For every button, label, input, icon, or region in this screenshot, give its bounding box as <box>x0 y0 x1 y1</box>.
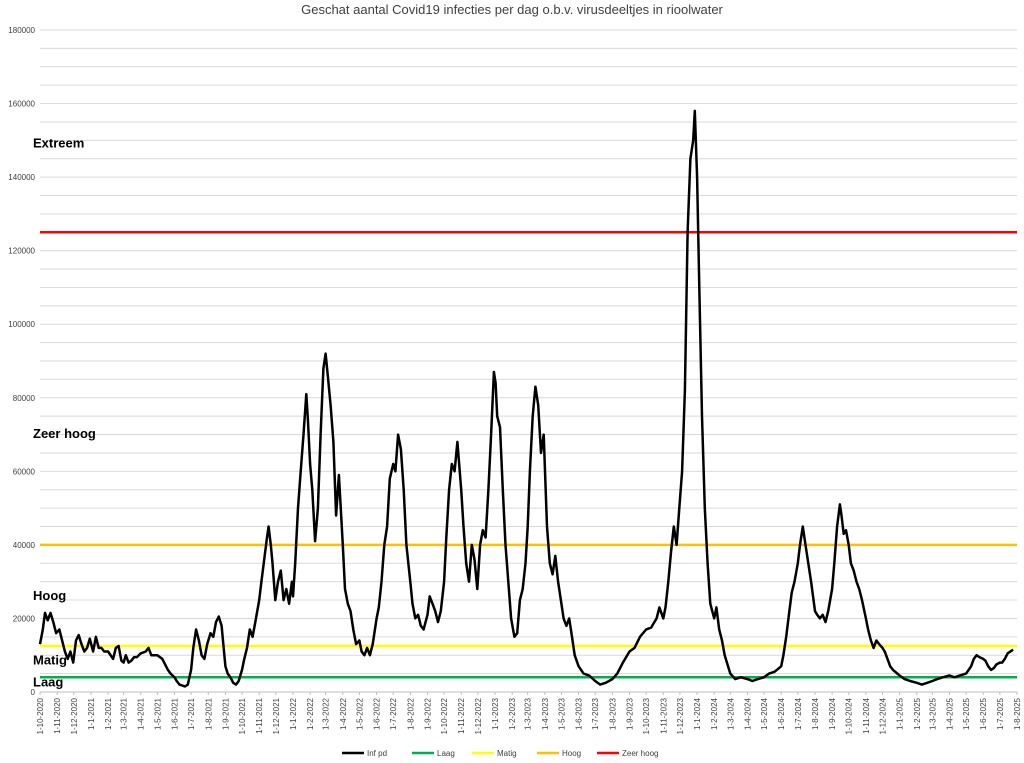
x-axis-ticks: 1-10-2020 1-11-2020 1-12-2020 1-1-2021 1-2-2… <box>36 692 1022 734</box>
x-tick-label: 1-11-2024 <box>862 697 871 733</box>
x-tick-label: 1-6-2024 <box>777 697 786 730</box>
x-tick-label: 1-11-2020 <box>53 697 62 733</box>
x-tick-label: 1-3-2023 <box>524 697 533 730</box>
band-label: Extreem <box>33 136 84 151</box>
y-tick-label: 20000 <box>13 614 36 623</box>
y-tick-label: 40000 <box>13 541 36 550</box>
x-tick-label: 1-12-2020 <box>70 697 79 734</box>
x-tick-label: 1-1-2025 <box>896 697 905 730</box>
x-tick-label: 1-6-2025 <box>979 697 988 730</box>
x-tick-label: 1-7-2022 <box>389 697 398 730</box>
x-tick-label: 1-9-2022 <box>423 697 432 730</box>
x-tick-label: 1-8-2025 <box>1013 697 1022 730</box>
chart-title: Geschat aantal Covid19 infecties per dag… <box>301 2 723 17</box>
x-tick-label: 1-4-2022 <box>339 697 348 730</box>
x-tick-label: 1-4-2023 <box>541 697 550 730</box>
x-tick-label: 1-6-2021 <box>171 697 180 730</box>
y-tick-label: 0 <box>31 688 36 697</box>
x-tick-label: 1-10-2020 <box>36 697 45 734</box>
x-tick-label: 1-5-2023 <box>557 697 566 730</box>
x-tick-label: 1-11-2022 <box>457 697 466 733</box>
legend-label: Inf pd <box>367 749 387 758</box>
band-label: Zeer hoog <box>33 426 96 441</box>
x-tick-label: 1-2-2022 <box>306 697 315 730</box>
x-tick-label: 1-1-2022 <box>289 697 298 730</box>
legend-label: Zeer hoog <box>622 749 658 758</box>
x-tick-label: 1-6-2022 <box>373 697 382 730</box>
x-tick-label: 1-7-2023 <box>591 697 600 730</box>
band-label: Hoog <box>33 588 66 603</box>
x-tick-label: 1-7-2025 <box>996 697 1005 730</box>
y-tick-label: 180000 <box>8 26 35 35</box>
x-tick-label: 1-5-2025 <box>962 697 971 730</box>
x-tick-label: 1-10-2021 <box>238 697 247 734</box>
x-tick-label: 1-8-2023 <box>608 697 617 730</box>
x-tick-label: 1-2-2025 <box>913 697 922 730</box>
x-tick-label: 1-11-2021 <box>255 697 264 733</box>
x-tick-label: 1-1-2023 <box>491 697 500 730</box>
legend-label: Laag <box>437 749 455 758</box>
y-tick-label: 160000 <box>8 100 35 109</box>
threshold-lines <box>40 231 1017 679</box>
x-tick-label: 1-1-2024 <box>693 697 702 730</box>
x-tick-label: 1-9-2023 <box>626 697 635 730</box>
y-tick-label: 100000 <box>8 320 35 329</box>
x-tick-label: 1-8-2024 <box>811 697 820 730</box>
y-tick-label: 80000 <box>13 394 36 403</box>
x-tick-label: 1-9-2021 <box>221 697 230 730</box>
x-tick-label: 1-7-2024 <box>794 697 803 730</box>
gridlines <box>40 29 1017 693</box>
x-tick-label: 1-5-2022 <box>355 697 364 730</box>
x-tick-label: 1-12-2022 <box>474 697 483 734</box>
legend-label: Hoog <box>562 749 581 758</box>
x-tick-label: 1-12-2023 <box>676 697 685 734</box>
x-tick-label: 1-2-2024 <box>710 697 719 730</box>
x-tick-label: 1-9-2024 <box>828 697 837 730</box>
x-tick-label: 1-8-2022 <box>406 697 415 730</box>
x-tick-label: 1-12-2021 <box>272 697 281 734</box>
x-tick-label: 1-5-2024 <box>760 697 769 730</box>
x-tick-label: 1-10-2024 <box>845 697 854 734</box>
x-tick-label: 1-5-2021 <box>153 697 162 730</box>
y-tick-label: 60000 <box>13 467 36 476</box>
x-tick-label: 1-2-2023 <box>508 697 517 730</box>
x-tick-label: 1-12-2024 <box>878 697 887 734</box>
x-tick-label: 1-4-2021 <box>137 697 146 730</box>
x-tick-label: 1-1-2021 <box>87 697 96 730</box>
x-tick-label: 1-10-2022 <box>440 697 449 734</box>
series-lines <box>38 109 1014 688</box>
legend: Inf pd Laag Matig Hoog Zeer hoog <box>342 749 658 758</box>
x-tick-label: 1-3-2021 <box>120 697 129 730</box>
x-tick-label: 1-3-2022 <box>322 697 331 730</box>
x-tick-label: 1-6-2023 <box>575 697 584 730</box>
band-label: Laag <box>33 674 63 689</box>
x-tick-label: 1-4-2024 <box>743 697 752 730</box>
x-tick-label: 1-2-2021 <box>104 697 113 730</box>
x-tick-label: 1-11-2023 <box>659 697 668 733</box>
band-label: Matig <box>33 652 67 667</box>
band-labels: Extreem Zeer hoog Hoog Matig Laag <box>33 136 96 690</box>
x-tick-label: 1-10-2023 <box>642 697 651 734</box>
x-tick-label: 1-8-2021 <box>204 697 213 730</box>
series-line-inf-pd <box>38 109 1014 688</box>
x-tick-label: 1-4-2025 <box>945 697 954 730</box>
x-tick-label: 1-3-2025 <box>928 697 937 730</box>
y-axis-ticks: 0 20000 40000 60000 80000 100000 120000 140000 1… <box>8 26 35 697</box>
legend-label: Matig <box>497 749 517 758</box>
y-tick-label: 140000 <box>8 173 35 182</box>
y-tick-label: 120000 <box>8 247 35 256</box>
x-tick-label: 1-7-2021 <box>187 697 196 730</box>
x-tick-label: 1-3-2024 <box>726 697 735 730</box>
